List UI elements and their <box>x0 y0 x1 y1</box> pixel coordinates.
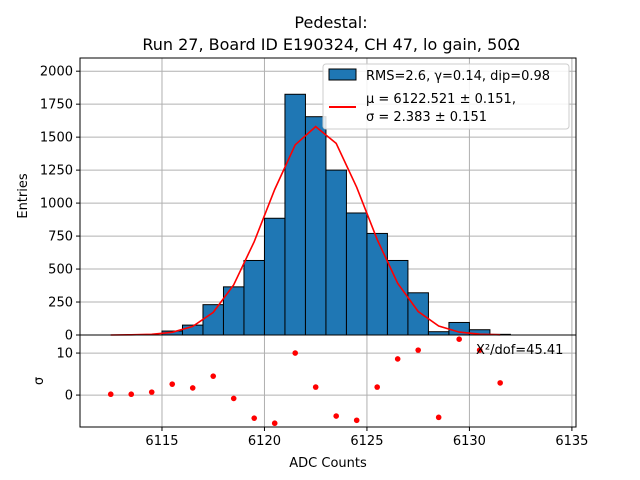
residual-point <box>292 350 299 356</box>
histogram-bar <box>263 217 286 336</box>
gaussian-fit-line <box>110 125 501 336</box>
histogram-bar <box>345 212 368 336</box>
residual-point <box>476 347 483 353</box>
residual-point <box>415 347 421 353</box>
x-tick-label: 6120 <box>248 434 281 449</box>
legend-histogram-swatch <box>328 68 357 81</box>
residual-point <box>312 384 319 390</box>
residual-axes-frame <box>79 334 577 428</box>
residual-point <box>374 384 380 390</box>
residual-point <box>210 373 217 379</box>
residual-point <box>435 414 442 421</box>
legend: RMS=2.6, γ=0.14, dip=0.98 μ = 6122.521 ±… <box>322 63 570 130</box>
y-tick-label: 1750 <box>40 98 73 113</box>
legend-histogram-label: RMS=2.6, γ=0.14, dip=0.98 <box>366 69 550 84</box>
y-tick-label: 750 <box>48 230 73 245</box>
residual-point <box>148 389 155 395</box>
y-tick-label: 250 <box>48 296 73 311</box>
x-tick-label: 6130 <box>453 434 486 449</box>
legend-fit-label-sigma: σ = 2.383 ± 0.151 <box>366 110 487 125</box>
residual-point <box>128 391 135 398</box>
y-axis-label-entries: Entries <box>16 173 31 219</box>
x-tick-label: 6135 <box>555 434 588 449</box>
x-tick-label: 6115 <box>145 434 178 449</box>
histogram-bar <box>386 259 409 336</box>
histogram-bar <box>407 292 429 336</box>
residual-point <box>353 417 360 424</box>
residual-point <box>271 420 278 427</box>
y-tick-label: 2000 <box>40 65 73 80</box>
histogram-bars <box>161 93 511 336</box>
histogram-bar <box>304 116 327 336</box>
residual-point <box>456 336 462 343</box>
residual-point <box>497 380 503 386</box>
histogram-bar <box>284 93 306 336</box>
y-axis-label-sigma: σ <box>32 377 47 385</box>
histogram-bar <box>325 169 347 336</box>
x-axis-label: ADC Counts <box>289 456 367 471</box>
residual-point <box>251 415 258 421</box>
y-tick-label: 0 <box>65 329 73 344</box>
title-line-1: Pedestal: <box>294 13 367 32</box>
residual-point <box>394 356 401 362</box>
histogram-bar <box>202 304 224 336</box>
y-tick-label: 1000 <box>40 197 73 212</box>
residual-point <box>107 391 114 398</box>
legend-fit-label-mu: μ = 6122.521 ± 0.151, <box>366 92 516 107</box>
residual-point <box>189 385 196 391</box>
legend-box <box>322 63 570 130</box>
top-y-ticks: 0 250 500 750 1000 1250 1500 1750 2000 <box>40 65 80 344</box>
sigma-tick-label: 10 <box>56 347 73 362</box>
y-tick-label: 500 <box>48 263 73 278</box>
residual-y-ticks: 0 10 <box>56 347 80 404</box>
histogram-bar <box>366 232 388 336</box>
residual-points <box>107 336 503 427</box>
y-tick-label: 1500 <box>40 131 73 146</box>
histogram-bar <box>243 259 265 336</box>
residual-point <box>230 395 237 402</box>
x-ticks: 6115 6120 6125 6130 6135 <box>145 427 588 449</box>
residual-point <box>333 413 339 419</box>
sigma-tick-label: 0 <box>65 389 73 404</box>
residual-point <box>169 381 176 387</box>
y-tick-label: 1250 <box>40 164 73 179</box>
x-tick-label: 6125 <box>350 434 383 449</box>
residual-gridlines <box>80 335 576 427</box>
chi2-annotation: Χ²/dof=45.41 <box>476 343 563 358</box>
title-line-2: Run 27, Board ID E190324, CH 47, lo gain… <box>142 35 519 54</box>
